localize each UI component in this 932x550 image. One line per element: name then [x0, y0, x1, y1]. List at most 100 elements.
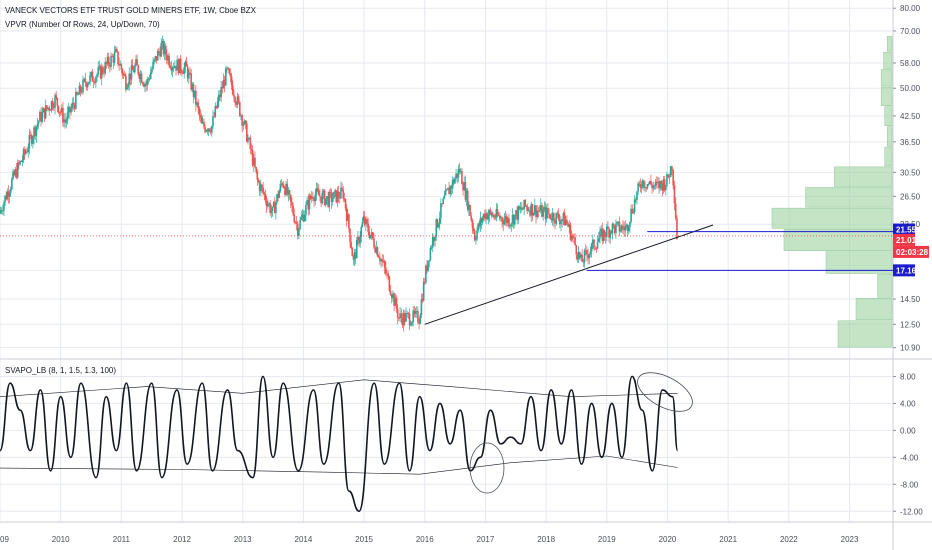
candle [374, 244, 376, 254]
candle [472, 222, 475, 234]
candle-body [102, 67, 104, 73]
candle-body [284, 187, 286, 195]
candle-body [310, 196, 313, 199]
candle [249, 135, 252, 155]
candle [3, 200, 5, 217]
candle [203, 118, 205, 130]
candle-body [603, 230, 606, 237]
candle-body [296, 223, 299, 236]
candle [105, 61, 108, 69]
candle [320, 196, 322, 208]
candle-body [534, 205, 536, 213]
time-axis-label: 2012 [173, 535, 191, 544]
candle-body [208, 128, 211, 132]
candle [511, 208, 514, 228]
candle-body [357, 237, 359, 240]
candle [616, 220, 618, 227]
last-price-badge-bg [893, 233, 915, 246]
candle-body [116, 48, 118, 52]
candle [313, 197, 315, 208]
candle [499, 212, 501, 221]
candle [93, 78, 96, 85]
last-price-badge: 21.01 [893, 233, 917, 246]
candle [358, 235, 360, 247]
candle [536, 205, 538, 220]
candle [232, 80, 234, 96]
candle [348, 213, 350, 233]
candle [409, 320, 412, 326]
candle [286, 178, 289, 197]
candle-body [366, 218, 368, 224]
candle-body [261, 184, 263, 188]
candle [88, 81, 90, 85]
candle [524, 198, 527, 208]
candle-body [548, 213, 550, 215]
candle [48, 105, 51, 116]
candle [220, 81, 222, 103]
candle [357, 230, 359, 246]
candle-body [49, 110, 52, 111]
candle-body [278, 191, 281, 198]
candle-body [425, 265, 427, 283]
candle [574, 233, 576, 246]
candle [223, 75, 226, 93]
candle [164, 42, 167, 61]
candle [6, 188, 9, 201]
candle-body [653, 185, 656, 187]
candle-body [222, 79, 225, 89]
candle [604, 231, 607, 244]
candle [622, 219, 624, 234]
candle-body [450, 186, 453, 189]
candle-body [531, 203, 534, 216]
candle-body [143, 83, 145, 87]
candle-body [651, 184, 653, 189]
svapo-lower-band [0, 455, 678, 475]
candle [573, 233, 575, 244]
candle-body [185, 61, 188, 67]
candle-body [161, 40, 164, 44]
candle [127, 82, 129, 91]
candle [21, 155, 24, 167]
candle-body [336, 191, 339, 203]
candle-body [154, 56, 157, 60]
candle [376, 246, 379, 258]
candle [125, 72, 127, 93]
candle [658, 177, 660, 195]
candle-body [179, 58, 182, 71]
candle [59, 109, 62, 116]
candle [155, 56, 158, 64]
candle [526, 203, 529, 215]
volume-profile-bar [783, 229, 893, 251]
support-trendline [424, 224, 714, 325]
candle-body [478, 223, 481, 227]
candle-body [536, 210, 538, 218]
candle-body [232, 85, 234, 95]
candle [141, 81, 144, 87]
candle-body [553, 213, 555, 222]
candle-body [622, 225, 624, 229]
candle [486, 212, 488, 221]
candle [534, 198, 536, 216]
candle [97, 61, 100, 77]
candle-body [321, 193, 324, 204]
candle-body [29, 134, 32, 136]
candle [89, 71, 91, 86]
candle-body [327, 196, 329, 207]
candle [144, 81, 146, 93]
candle [227, 67, 229, 71]
candle [559, 214, 561, 229]
candle [84, 72, 87, 87]
candle-body [405, 313, 407, 322]
candle-body [0, 210, 3, 212]
candle-body [226, 67, 228, 69]
candle-body [55, 95, 57, 98]
candle [79, 84, 82, 97]
candle-body [609, 230, 611, 238]
candle-body [587, 254, 589, 259]
candle [503, 212, 506, 226]
candle [65, 117, 68, 128]
candle [191, 81, 194, 93]
candle-body [132, 69, 135, 73]
candle-body [299, 219, 301, 229]
